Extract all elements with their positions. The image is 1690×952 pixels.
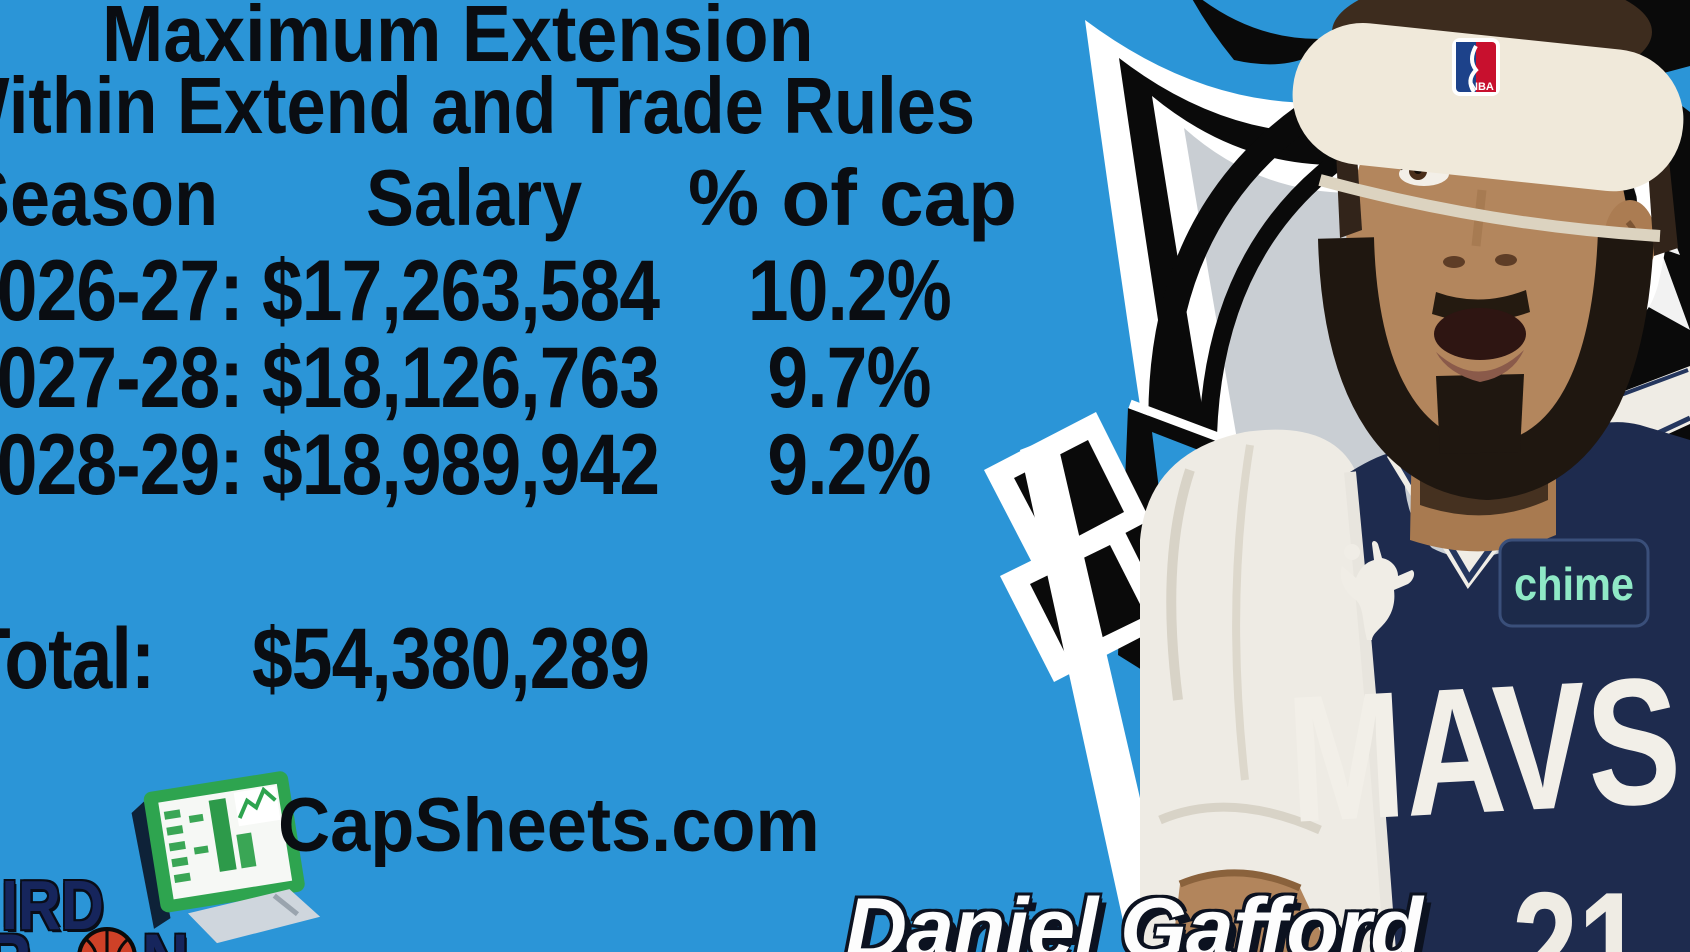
pct-cell-row2: 9.7% — [688, 335, 1010, 421]
player-name: Daniel Gafford — [845, 881, 1423, 952]
total-label: Total: — [0, 616, 188, 702]
player-forearm — [1172, 869, 1330, 952]
third-apron-logo-line2-prefix: APR — [0, 924, 55, 952]
salary-text: $17,263,584 — [262, 243, 660, 339]
pct-cell-row3: 9.2% — [688, 422, 1010, 508]
third-apron-logo-line2-suffix: N — [142, 924, 197, 952]
col-header-salary: Salary — [262, 158, 686, 238]
salary-text: $18,989,942 — [262, 417, 660, 513]
pct-cell-row1: 10.2% — [688, 248, 1010, 334]
col-header-pct-of-cap: % of cap — [688, 158, 1017, 238]
total-value: $54,380,289 — [252, 616, 719, 702]
col-header-salary-text: Salary — [365, 153, 583, 242]
total-value-text: $54,380,289 — [252, 611, 650, 707]
nba-logo-icon: NBA — [1452, 38, 1500, 96]
chime-patch-text: chime — [1514, 558, 1634, 610]
player-head: NBA — [1292, 0, 1684, 552]
third-apron-logo-line1: THIRD — [0, 870, 136, 940]
salary-cell-row3: $18,989,942 — [262, 422, 729, 508]
lightning-bolts — [984, 412, 1176, 952]
pct-text: 9.7% — [767, 330, 931, 426]
salary-cell-row2: $18,126,763 — [262, 335, 729, 421]
title-line2: Within Extend and Trade Rules — [0, 66, 1116, 146]
season-text: 2026-27: — [0, 243, 244, 339]
salary-text: $18,126,763 — [262, 330, 660, 426]
season-cell-row1: 2026-27: — [0, 248, 293, 334]
third-apron-line1-text: THIRD — [0, 866, 104, 944]
player-headband — [1292, 22, 1684, 242]
jumpman-icon — [1340, 541, 1415, 640]
title-line1: Maximum Extension — [0, 0, 915, 74]
player-jersey-graphics: chime MAVS 21 — [1283, 538, 1685, 952]
capsheets-url: CapSheets.com — [278, 788, 848, 864]
col-header-pct-text: % of cap — [688, 153, 1017, 242]
total-label-text: Total: — [0, 611, 155, 707]
season-text: 2027-28: — [0, 330, 244, 426]
col-header-season: Season — [0, 158, 247, 238]
season-cell-row3: 2028-29: — [0, 422, 293, 508]
spreadsheet-icon — [131, 771, 321, 944]
jersey-number: 21 — [1512, 860, 1644, 952]
col-header-season-text: Season — [0, 153, 219, 242]
season-text: 2028-29: — [0, 417, 244, 513]
capsheets-url-text: CapSheets.com — [278, 783, 820, 868]
third-apron-line2-prefix-text: APR — [0, 924, 31, 952]
salary-cell-row1: $17,263,584 — [262, 248, 729, 334]
third-apron-line2-suffix-text: N — [142, 924, 189, 952]
pct-text: 10.2% — [747, 243, 951, 339]
basketball-icon — [77, 927, 137, 952]
season-cell-row2: 2027-28: — [0, 335, 293, 421]
title-line2-text: Within Extend and Trade Rules — [0, 61, 976, 150]
pct-text: 9.2% — [767, 417, 931, 513]
jersey-wordmark: MAVS — [1283, 640, 1685, 861]
nba-logo-text: NBA — [1470, 81, 1494, 93]
title-line1-text: Maximum Extension — [101, 0, 814, 78]
chime-patch: chime — [1498, 538, 1650, 628]
